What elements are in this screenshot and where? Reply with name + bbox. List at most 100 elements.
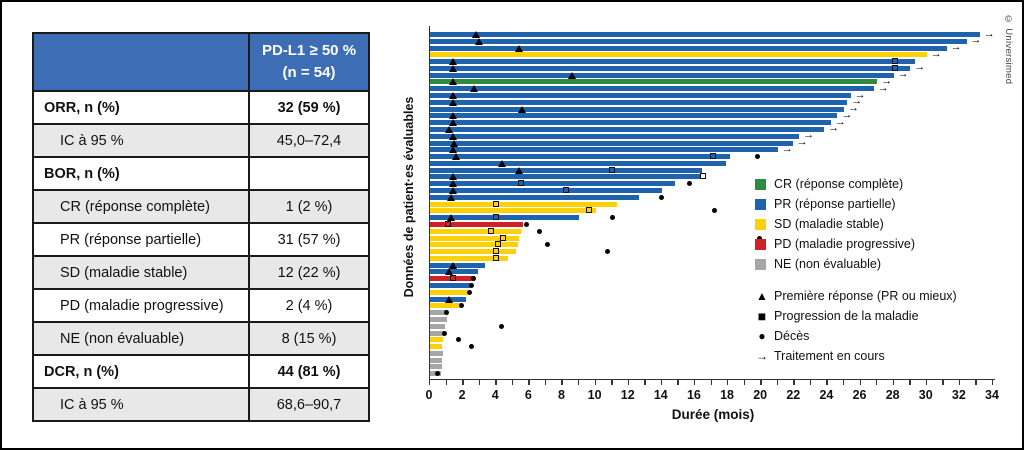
x-axis-tick xyxy=(826,380,828,385)
patient-row xyxy=(430,200,993,207)
death-marker-icon xyxy=(523,221,529,227)
death-marker-icon xyxy=(458,303,464,309)
legend-item-pr: PR (réponse partielle) xyxy=(755,194,915,214)
table-row-value: 31 (57 %) xyxy=(248,222,370,257)
table-row-label: DCR, n (%) xyxy=(32,354,250,389)
table-row-label: PR (réponse partielle) xyxy=(32,222,250,257)
patient-row xyxy=(430,323,993,329)
death-marker-icon xyxy=(687,181,693,187)
x-axis-tick xyxy=(445,380,447,385)
patient-row xyxy=(430,220,993,227)
progression-marker-icon xyxy=(488,227,495,234)
table-row: SD (maladie stable) 12 (22 %) xyxy=(32,255,370,290)
progression-marker-icon xyxy=(609,166,616,173)
patient-row: → xyxy=(430,75,993,87)
x-axis-tick xyxy=(478,380,481,385)
death-marker-icon xyxy=(468,283,474,289)
treatment-ongoing-arrow-icon: → xyxy=(897,68,909,81)
table-row-label: IC à 95 % xyxy=(32,123,250,158)
x-axis-tick-label: 4 xyxy=(491,388,499,402)
table-row: ORR, n (%) 32 (59 %) xyxy=(32,90,370,125)
legend-marker-triangle: ▲ Première réponse (PR ou mieux) xyxy=(755,286,957,306)
legend-item-label: PD (maladie progressive) xyxy=(774,237,916,251)
arrow-legend-icon: → xyxy=(756,349,768,363)
x-axis-tick xyxy=(776,380,779,385)
first-response-marker-icon xyxy=(518,105,527,113)
x-axis-tick xyxy=(495,380,497,385)
x-axis-tick xyxy=(594,380,596,385)
first-response-marker-icon xyxy=(448,58,457,66)
x-axis-tick xyxy=(876,380,878,385)
swimmer-bar-pr xyxy=(430,174,700,180)
x-axis-tick xyxy=(462,380,464,385)
patient-row xyxy=(430,193,993,201)
x-axis-tick-label: 12 xyxy=(620,388,635,402)
response-summary-table: PD-L1 ≥ 50 % (n = 54) ORR, n (%) 32 (59 %) I… xyxy=(32,32,370,422)
patient-row xyxy=(430,364,993,370)
patient-row xyxy=(430,330,993,336)
x-axis-tick xyxy=(892,380,895,385)
death-marker-icon xyxy=(442,330,448,336)
table-row-value: 12 (22 %) xyxy=(248,255,370,290)
treatment-ongoing-arrow-icon: → xyxy=(970,34,982,47)
first-response-marker-icon xyxy=(448,64,457,72)
swimmer-bar-ne xyxy=(430,364,442,370)
swimmer-bar-sd xyxy=(430,344,443,350)
x-axis-tick-label: 24 xyxy=(819,388,834,402)
first-response-marker-icon xyxy=(498,159,507,167)
legend-item-ne: NE (non évaluable) xyxy=(755,254,915,274)
swimmer-bar-pr xyxy=(430,188,662,194)
swimmer-bar-sd xyxy=(430,289,469,295)
first-response-marker-icon xyxy=(567,71,576,79)
copyright-credit: © Universimed xyxy=(1003,14,1014,85)
progression-marker-icon xyxy=(493,214,500,221)
legend-marker-label: Progression de la maladie xyxy=(774,309,919,323)
legend-marker-dot: ● Décès xyxy=(755,326,957,346)
patient-row: → xyxy=(430,34,993,46)
y-axis-label: Données de patient·es évaluables xyxy=(402,96,416,298)
progression-marker-icon xyxy=(494,241,501,248)
patient-row xyxy=(430,214,993,222)
x-axis-tick-label: 6 xyxy=(524,388,532,402)
legend-item-cr: CR (réponse complète) xyxy=(755,174,915,194)
first-response-marker-icon xyxy=(448,180,457,188)
x-axis-tick-label: 28 xyxy=(885,388,900,402)
patient-row: → xyxy=(430,28,995,40)
death-marker-icon xyxy=(757,235,763,241)
x-axis-tick-label: 0 xyxy=(425,388,433,402)
table-row: NE (non évaluable) 8 (15 %) xyxy=(32,321,370,356)
legend-swatch-pr-icon xyxy=(755,198,766,210)
treatment-ongoing-arrow-icon: → xyxy=(828,122,840,135)
death-marker-icon xyxy=(455,337,461,343)
patient-row: → xyxy=(430,82,993,94)
square-legend-icon: ■ xyxy=(757,308,767,324)
legend-swatch-sd-icon xyxy=(755,218,766,230)
swimmer-bar-pr xyxy=(430,147,778,153)
first-response-marker-icon xyxy=(448,132,457,140)
legend-marker-label: Traitement en cours xyxy=(774,349,885,363)
progression-marker-icon xyxy=(892,64,899,71)
swimmer-bar-pr xyxy=(430,133,800,139)
treatment-ongoing-arrow-icon: → xyxy=(803,129,815,142)
legend-item-pd: PD (maladie progressive) xyxy=(755,234,915,254)
x-axis-tick-label: 20 xyxy=(753,388,768,402)
table-row-value: 2 (4 %) xyxy=(248,288,370,323)
swimmer-bar-pr xyxy=(430,181,676,187)
death-marker-icon xyxy=(609,215,615,221)
first-response-marker-icon xyxy=(448,187,457,195)
x-axis-tick xyxy=(627,380,630,385)
progression-marker-icon xyxy=(585,207,592,214)
table-header-empty-cell xyxy=(32,32,250,92)
patient-row xyxy=(430,371,993,377)
progression-marker-icon xyxy=(700,173,707,180)
patient-row xyxy=(430,58,993,66)
swimmer-bar-pr xyxy=(430,269,479,275)
progression-marker-icon xyxy=(499,234,506,241)
swimmer-bar-pr xyxy=(430,99,848,105)
x-axis-tick-label: 18 xyxy=(720,388,734,402)
table-row: BOR, n (%) xyxy=(32,156,370,191)
legend-swatch-pd-icon xyxy=(755,238,766,250)
swimmer-bar-sd xyxy=(430,235,520,241)
swimmer-bar-pr xyxy=(430,194,639,200)
death-marker-icon xyxy=(536,228,542,234)
